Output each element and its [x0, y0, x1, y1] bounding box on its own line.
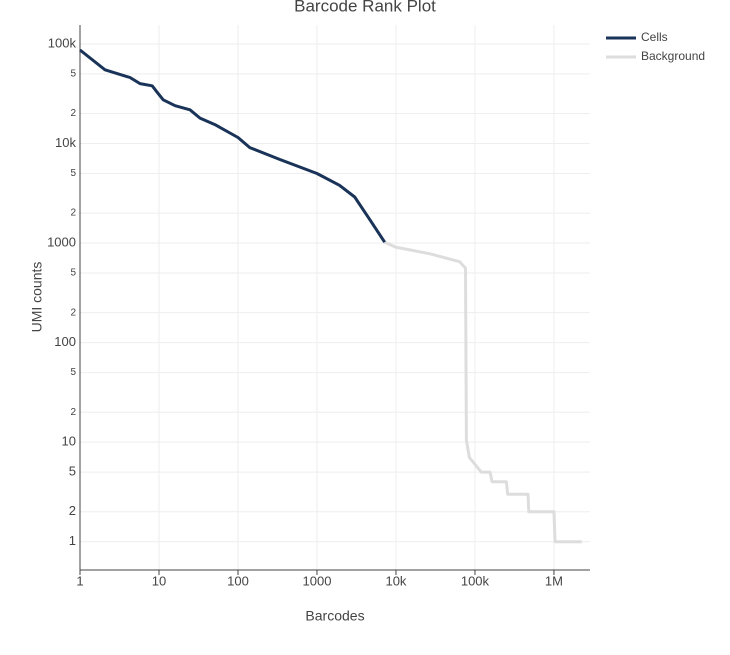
x-tick-label: 10	[152, 573, 166, 588]
y-tick-label: 5	[70, 168, 76, 179]
x-tick-label: 1000	[303, 573, 332, 588]
y-tick-label: 1000	[47, 234, 76, 249]
y-tick-label: 2	[70, 407, 76, 418]
x-tick-label: 10k	[385, 573, 406, 588]
y-tick-label: 2	[70, 108, 76, 119]
x-tick-label: 100	[227, 573, 249, 588]
y-tick-label: 5	[69, 464, 76, 479]
y-tick-label: 5	[70, 69, 76, 80]
x-tick-label: 1	[76, 573, 83, 588]
y-tick-label: 10	[62, 434, 76, 449]
series-line	[384, 240, 582, 544]
y-axis-label: UMI counts	[29, 262, 45, 333]
y-tick-label: 2	[70, 307, 76, 318]
x-tick-label: 1M	[545, 573, 563, 588]
legend-label: Background	[641, 49, 705, 63]
x-tick-label: 100k	[461, 573, 490, 588]
y-tick-label: 10k	[55, 135, 76, 150]
y-tick-label: 5	[70, 268, 76, 279]
y-tick-label: 1	[69, 533, 76, 548]
y-tick-label: 5	[70, 367, 76, 378]
y-tick-label: 2	[70, 208, 76, 219]
legend-label: Cells	[641, 30, 668, 44]
x-axis-label: Barcodes	[305, 608, 364, 624]
series-line	[79, 48, 386, 244]
y-tick-label: 100k	[48, 35, 77, 50]
chart-title: Barcode Rank Plot	[294, 0, 436, 15]
y-tick-label: 2	[69, 503, 76, 518]
y-tick-label: 100	[54, 334, 76, 349]
